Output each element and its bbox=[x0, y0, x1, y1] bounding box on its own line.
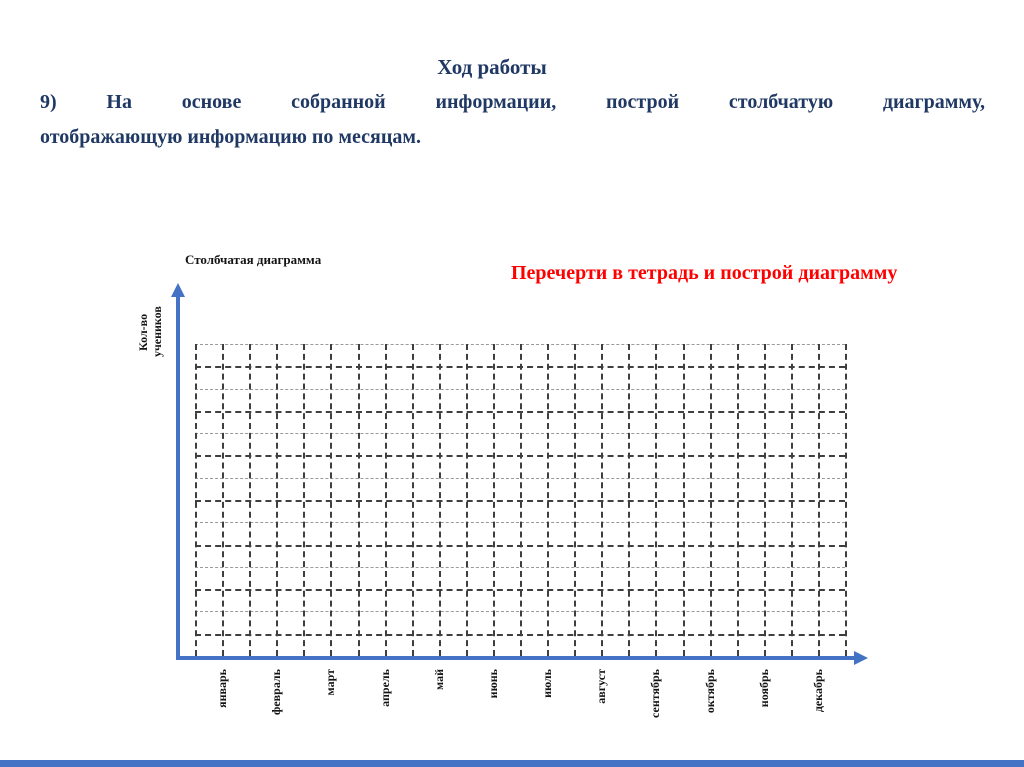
grid-line-vertical bbox=[628, 344, 631, 656]
grid-line-vertical bbox=[195, 344, 197, 656]
y-axis-label: Кол-во учеников bbox=[136, 306, 164, 358]
month-label: июль bbox=[540, 669, 555, 698]
grid-line-vertical bbox=[709, 344, 712, 656]
grid-line-vertical bbox=[249, 344, 252, 656]
x-axis-labels: январь февраль март апрель май июнь июль август… bbox=[195, 669, 845, 741]
grid-line-vertical bbox=[817, 344, 820, 656]
month-label: февраль bbox=[269, 669, 284, 715]
task-text-line-1: 9) На основе собранной информации, постр… bbox=[40, 91, 985, 113]
grid-line-vertical bbox=[492, 344, 495, 656]
grid-line-vertical bbox=[574, 344, 577, 656]
month-label: сентябрь bbox=[648, 669, 663, 718]
chart-grid bbox=[195, 344, 847, 657]
grid-line-vertical bbox=[601, 344, 604, 656]
month-label: май bbox=[431, 669, 446, 691]
grid-line-vertical bbox=[763, 344, 766, 656]
x-axis-arrow-icon bbox=[854, 651, 868, 665]
instruction-text: Перечерти в тетрадь и построй диаграмму bbox=[511, 262, 898, 284]
grid-line-vertical bbox=[222, 344, 225, 656]
month-label: октябрь bbox=[702, 669, 717, 714]
slide-footer-bar bbox=[0, 760, 1024, 767]
grid-line-vertical bbox=[438, 344, 441, 656]
grid-line-vertical bbox=[330, 344, 333, 656]
grid-line-vertical bbox=[303, 344, 306, 656]
grid-line-vertical bbox=[736, 344, 739, 656]
month-label: январь bbox=[215, 669, 230, 708]
grid-line-vertical bbox=[790, 344, 793, 656]
task-text-line-2: отображающую информацию по месяцам. bbox=[40, 126, 422, 148]
month-label: март bbox=[323, 669, 338, 696]
month-label: август bbox=[594, 669, 609, 704]
month-label: июнь bbox=[485, 669, 500, 699]
grid-line-vertical bbox=[411, 344, 414, 656]
grid-line-vertical bbox=[520, 344, 522, 656]
month-label: декабрь bbox=[810, 669, 825, 713]
x-axis-line bbox=[176, 656, 856, 660]
y-axis-arrow-icon bbox=[171, 283, 185, 297]
grid-line-vertical bbox=[845, 344, 847, 656]
grid-line-vertical bbox=[682, 344, 685, 656]
month-label: апрель bbox=[377, 669, 392, 707]
grid-line-vertical bbox=[655, 344, 658, 656]
grid-line-vertical bbox=[547, 344, 550, 656]
grid-line-vertical bbox=[465, 344, 468, 656]
grid-line-vertical bbox=[384, 344, 387, 656]
grid-line-vertical bbox=[276, 344, 279, 656]
y-axis-line bbox=[176, 296, 180, 660]
page-title: Ход работы bbox=[437, 55, 547, 79]
month-label: ноябрь bbox=[756, 669, 771, 708]
grid-line-vertical bbox=[357, 344, 360, 656]
chart-title: Столбчатая диаграмма bbox=[185, 252, 322, 267]
